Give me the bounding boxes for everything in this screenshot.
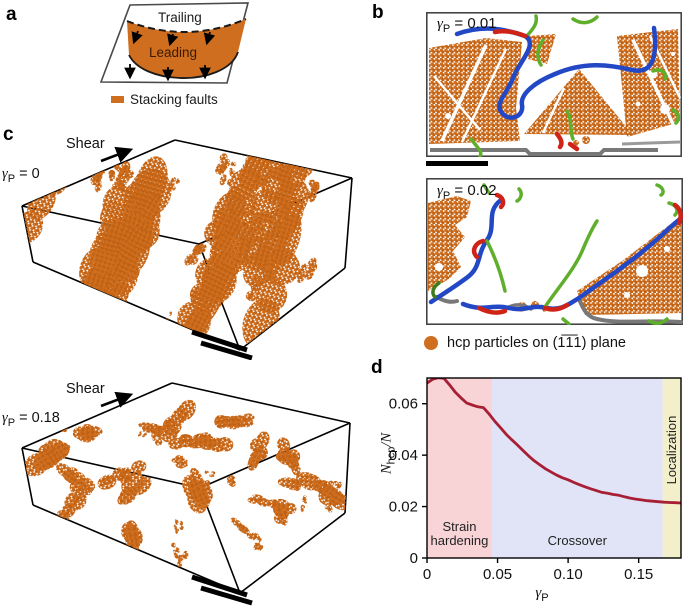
panel-b-snapshot-1 <box>426 12 682 157</box>
svg-text:Strain: Strain <box>442 519 476 534</box>
svg-text:0.02: 0.02 <box>389 499 418 516</box>
panel-b-scale-bar <box>426 161 488 166</box>
x-axis-label: γP <box>535 585 549 604</box>
svg-text:0.15: 0.15 <box>624 566 653 583</box>
svg-text:Crossover: Crossover <box>548 533 608 548</box>
panel-d-letter: d <box>371 357 383 378</box>
stacking-faults-swatch <box>111 96 124 103</box>
panel-c2-gamma-label: γP = 0.18 <box>2 410 60 429</box>
svg-text:0.06: 0.06 <box>389 396 418 413</box>
stacking-faults-legend: Stacking faults <box>111 92 218 107</box>
shear-label-2: Shear <box>66 381 105 397</box>
svg-text:0.10: 0.10 <box>554 566 583 583</box>
svg-text:Localization: Localization <box>664 416 679 485</box>
hcp-caption: hcp particles on (1̅1̅1) plane <box>424 335 626 351</box>
panel-a-schematic <box>99 2 250 84</box>
leading-label: Leading <box>149 45 198 60</box>
svg-text:0: 0 <box>410 550 418 567</box>
panel-b-snapshot-2 <box>426 178 683 325</box>
svg-text:0.05: 0.05 <box>483 566 512 583</box>
panel-b-letter: b <box>372 2 384 23</box>
panel-a-letter: a <box>6 4 17 25</box>
panel-c1-gamma-label: γP = 0 <box>2 166 40 185</box>
svg-text:0: 0 <box>423 566 431 583</box>
svg-text:hardening: hardening <box>431 533 489 548</box>
shear-label-1: Shear <box>66 136 105 152</box>
panel-c-box-2 <box>21 382 351 606</box>
hcp-legend-dot <box>424 336 438 350</box>
svg-text:0.04: 0.04 <box>389 447 418 464</box>
panel-b1-gamma-label: γP = 0.01 <box>437 15 497 35</box>
stacking-faults-label: Stacking faults <box>130 92 218 107</box>
y-axis-label: Nhcp/N <box>378 432 398 475</box>
trailing-label: Trailing <box>158 10 202 25</box>
panel-c-box-1 <box>21 139 353 360</box>
panel-c-letter: c <box>3 124 14 145</box>
hcp-caption-text: hcp particles on (1̅1̅1) plane <box>447 335 626 351</box>
panel-b2-gamma-label: γP = 0.02 <box>437 182 497 202</box>
